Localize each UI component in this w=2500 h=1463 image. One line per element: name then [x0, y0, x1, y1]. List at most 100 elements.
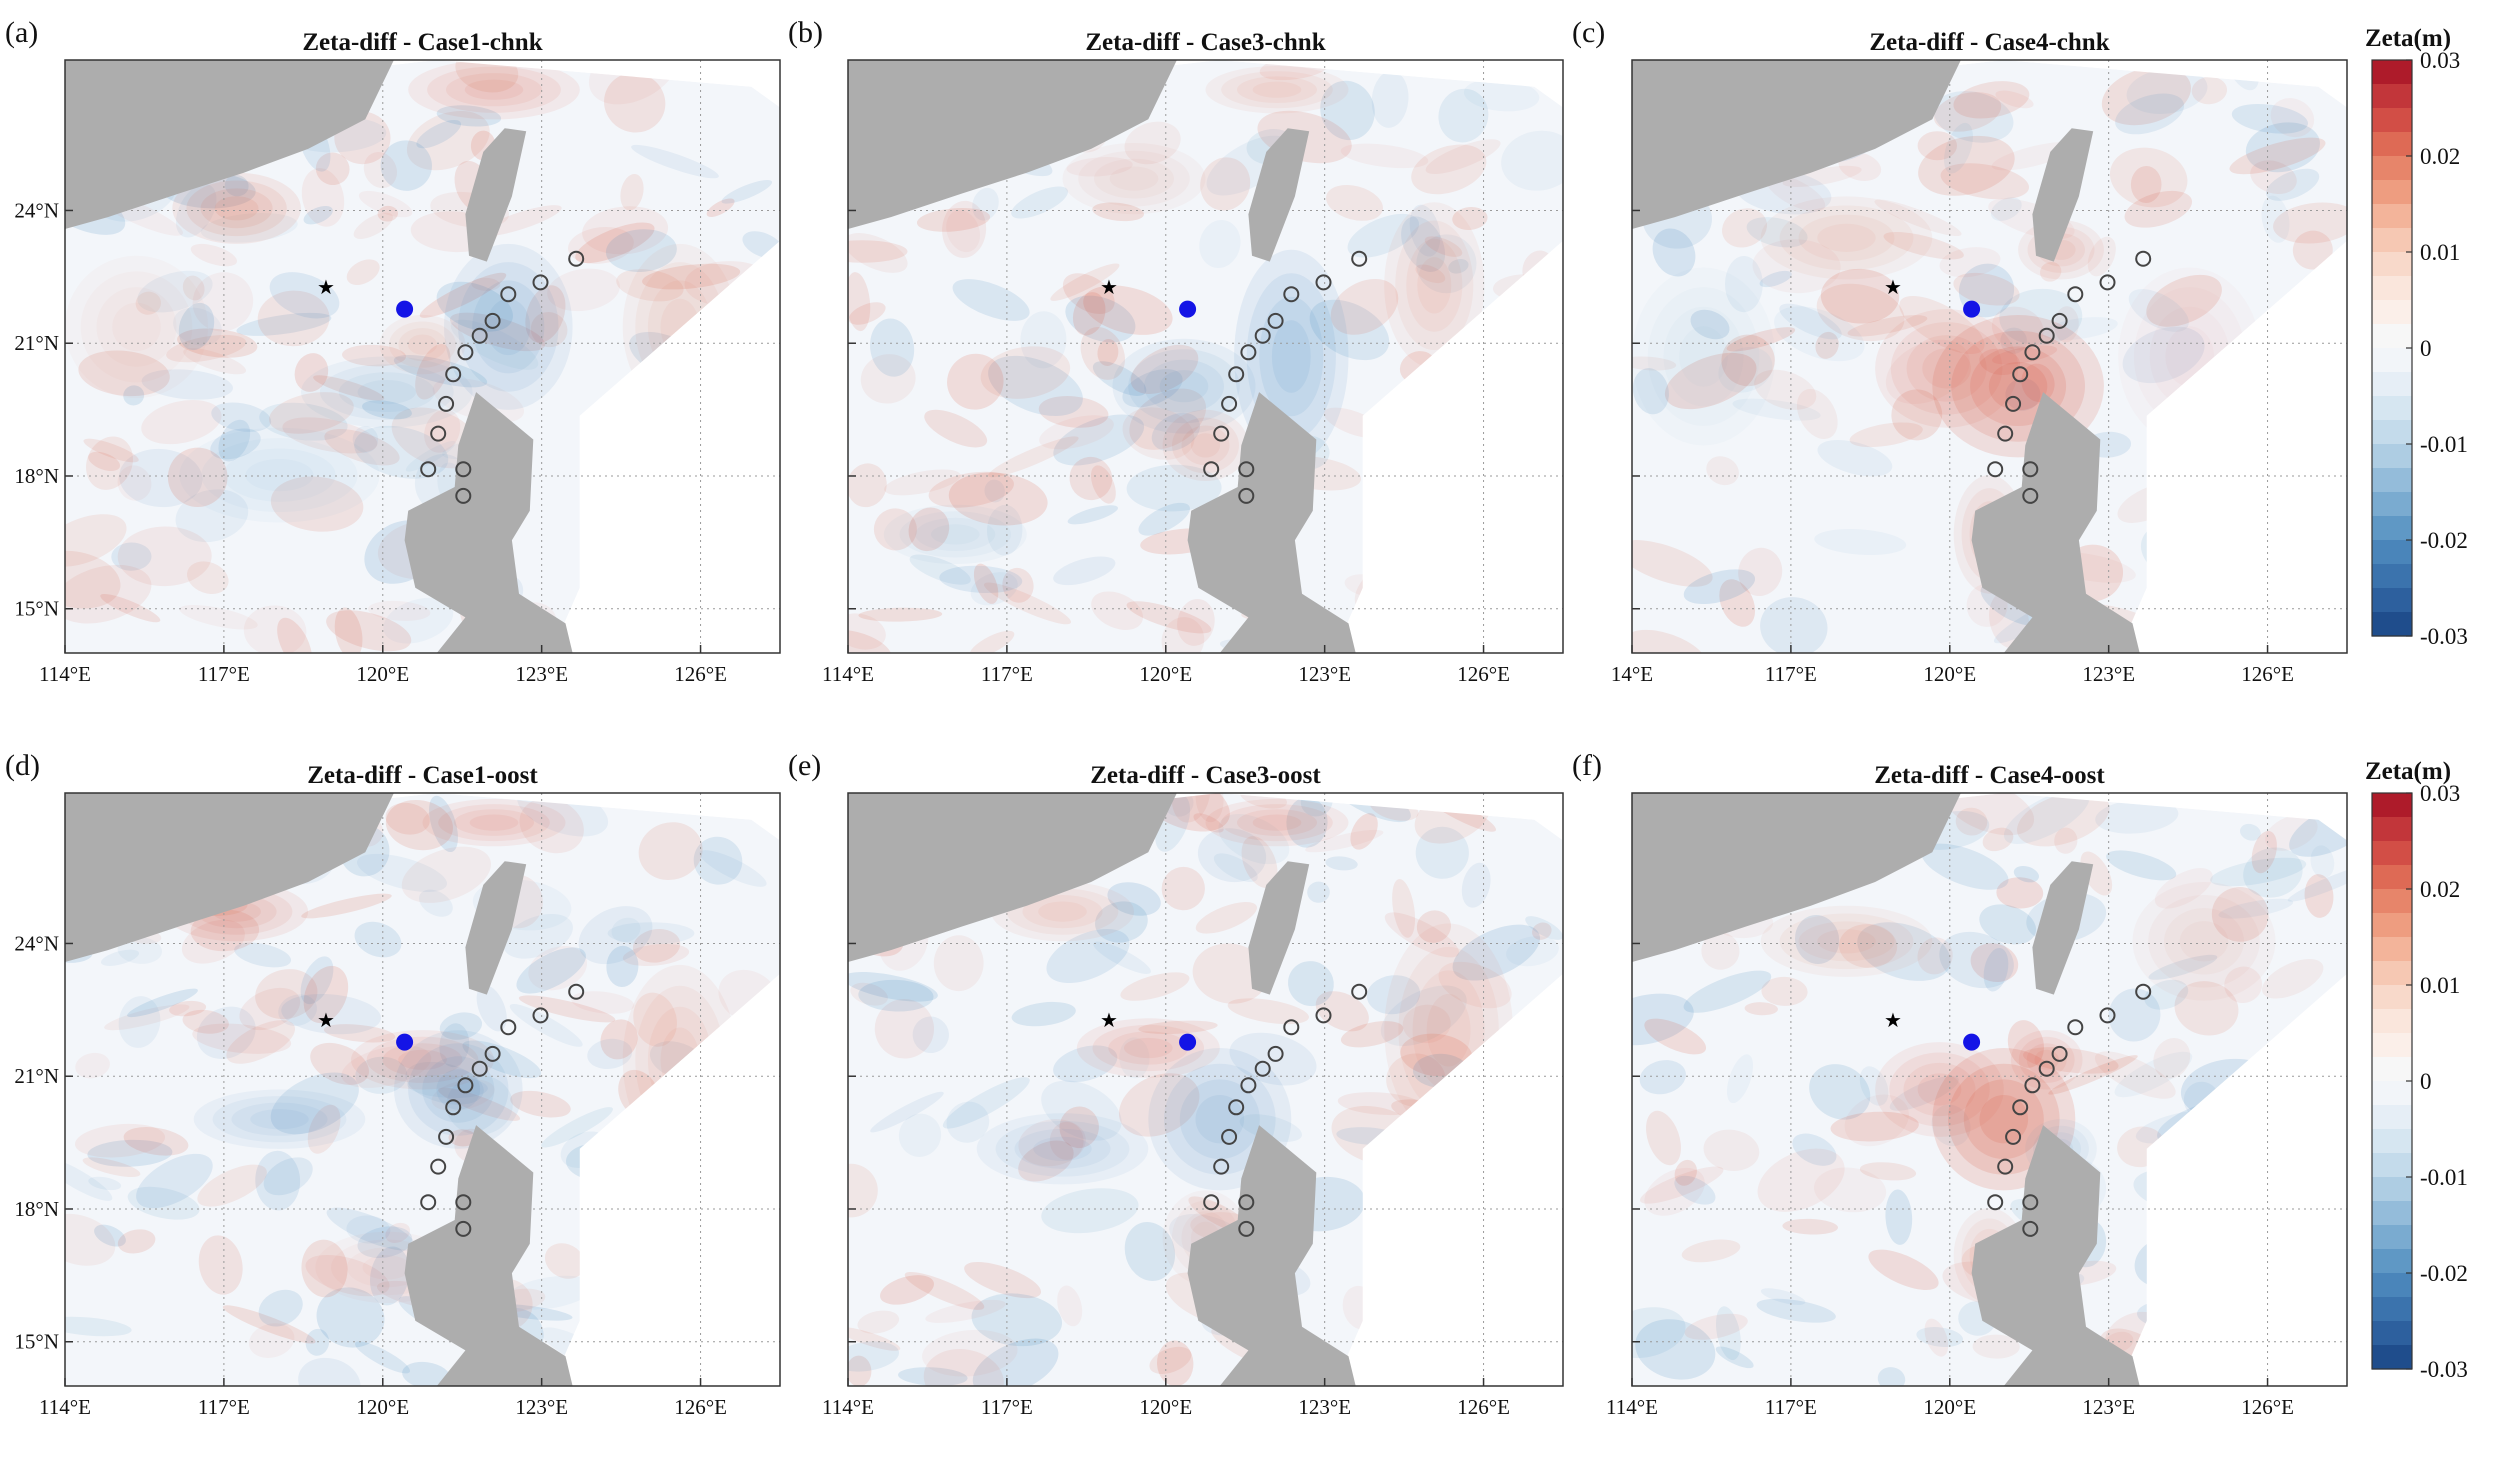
station-ring-marker — [457, 344, 474, 361]
station-ring-marker — [1997, 425, 2014, 442]
colorbar-swatch — [2372, 1033, 2412, 1058]
x-tick-label: 126°E — [2241, 662, 2294, 686]
station-ring-marker — [2024, 1077, 2041, 1094]
star-marker: ★ — [317, 277, 335, 299]
station-ring-marker — [2005, 395, 2022, 412]
x-tick-label: 126°E — [1457, 662, 1510, 686]
colorbar-1: Zeta(m)0.03 0.02 0.01 0 -0.01 -0.02 -0.03 — [2365, 25, 2468, 649]
panel-title: Zeta-diff - Case4-chnk — [1869, 29, 2109, 56]
station-ring-marker — [1213, 425, 1230, 442]
station-ring-marker — [532, 1007, 549, 1024]
colorbar-swatch — [2372, 228, 2412, 253]
station-ring-marker — [471, 327, 488, 344]
x-tick-label: 126°E — [1457, 1395, 1510, 1419]
station-ring-marker — [1240, 1077, 1257, 1094]
x-axis-ticks: 114°E 117°E 120°E 123°E 126°E — [39, 645, 727, 686]
station-ring-marker — [1283, 286, 1300, 303]
colorbar-swatch — [2372, 540, 2412, 565]
colorbar-swatch — [2372, 468, 2412, 493]
china-coast-landmass — [65, 60, 394, 229]
station-ring-marker — [1283, 1019, 1300, 1036]
colorbar-swatch — [2372, 252, 2412, 277]
station-ring-marker — [1267, 1045, 1284, 1062]
colorbar-swatch — [2372, 300, 2412, 325]
colorbar-swatch — [2372, 1009, 2412, 1034]
colorbar-swatch — [2372, 1297, 2412, 1322]
y-tick-label: 24°N — [14, 199, 59, 223]
station-ring-marker — [430, 425, 447, 442]
colorbar-tick-label: -0.01 — [2420, 432, 2468, 457]
map-panel-6: (f) Zeta-diff - Case4-oost ★ 114°E 117°E 120°… — [1572, 749, 2348, 1419]
station-ring-marker — [438, 1128, 455, 1145]
x-tick-label: 123°E — [1298, 662, 1351, 686]
map-panel-2: (b) Zeta-diff - Case3-chnk ★ 114°E 117°E 120°… — [788, 16, 1564, 686]
x-axis-ticks: 114°E 117°E 120°E 123°E 126°E — [822, 645, 1510, 686]
colorbar-swatch — [2372, 1273, 2412, 1298]
y-tick-label: 18°N — [14, 1197, 59, 1221]
graticule — [65, 793, 780, 1386]
y-axis-ticks: 24°N 21°N 18°N 15°N — [14, 932, 73, 1354]
colorbar-tick-label: -0.02 — [2420, 528, 2468, 553]
station-ring-marker — [2051, 1045, 2068, 1062]
x-tick-label: 120°E — [356, 662, 409, 686]
panel-letter: (e) — [788, 749, 821, 782]
x-tick-label: 114°E — [822, 1395, 874, 1419]
china-coast-landmass — [848, 793, 1177, 962]
station-markers: ★ — [1884, 250, 2152, 504]
colorbar-swatch — [2372, 793, 2412, 818]
taiwan-landmass — [1248, 128, 1310, 262]
station-ring-marker — [471, 1060, 488, 1077]
station-ring-marker — [2022, 461, 2039, 478]
station-ring-marker — [430, 1158, 447, 1175]
station-ring-marker — [1997, 1158, 2014, 1175]
x-tick-label: 126°E — [674, 1395, 727, 1419]
luzon-landmass — [1187, 392, 1356, 653]
x-axis-ticks: 114°E 117°E 120°E 123°E 126°E — [39, 1378, 727, 1419]
station-ring-marker — [1254, 1060, 1271, 1077]
station-ring-marker — [420, 1194, 437, 1211]
graticule — [1632, 793, 2347, 1386]
station-ring-marker — [2067, 286, 2084, 303]
station-ring-marker — [500, 286, 517, 303]
colorbar-swatch — [2372, 1057, 2412, 1082]
star-marker: ★ — [317, 1010, 335, 1032]
station-markers: ★ — [1884, 983, 2152, 1237]
station-markers: ★ — [1100, 250, 1368, 504]
center-point-marker — [1179, 1033, 1197, 1051]
colorbar-swatch — [2372, 1177, 2412, 1202]
colorbar-swatch — [2372, 492, 2412, 517]
colorbar-label: Zeta(m) — [2365, 758, 2451, 785]
panel-letter: (a) — [5, 16, 38, 49]
x-tick-label: 14°E — [1611, 662, 1653, 686]
colorbar-swatch — [2372, 1081, 2412, 1106]
colorbar-2: Zeta(m)0.03 0.02 0.01 0 -0.01 -0.02 -0.03 — [2365, 758, 2468, 1382]
x-tick-label: 114°E — [1606, 1395, 1658, 1419]
colorbars: Zeta(m)0.030.020.010-0.01-0.02-0.03Zeta(… — [2365, 25, 2468, 1382]
colorbar-tick-label: 0.01 — [2420, 240, 2460, 265]
x-tick-label: 123°E — [2082, 662, 2135, 686]
colorbar-tick-label: 0.03 — [2420, 781, 2460, 806]
station-markers: ★ — [317, 250, 585, 504]
x-tick-label: 114°E — [39, 1395, 91, 1419]
station-ring-marker — [500, 1019, 517, 1036]
center-point-marker — [1179, 300, 1197, 318]
station-ring-marker — [1267, 312, 1284, 329]
graticule — [65, 60, 780, 653]
map-frame — [64, 59, 781, 654]
star-marker: ★ — [1100, 277, 1118, 299]
colorbar-swatch — [2372, 1129, 2412, 1154]
star-marker: ★ — [1884, 1010, 1902, 1032]
star-marker: ★ — [1100, 1010, 1118, 1032]
colorbar-swatch — [2372, 1201, 2412, 1226]
station-ring-marker — [1238, 487, 1255, 504]
x-tick-label: 126°E — [674, 662, 727, 686]
map-frame — [64, 792, 781, 1387]
colorbar-swatch — [2372, 588, 2412, 613]
map-frame — [1631, 792, 2348, 1387]
colorbar-swatch — [2372, 1105, 2412, 1130]
panel-letter: (d) — [5, 749, 40, 782]
colorbar-swatch — [2372, 817, 2412, 842]
colorbar-swatch — [2372, 180, 2412, 205]
y-axis-ticks — [848, 209, 856, 610]
